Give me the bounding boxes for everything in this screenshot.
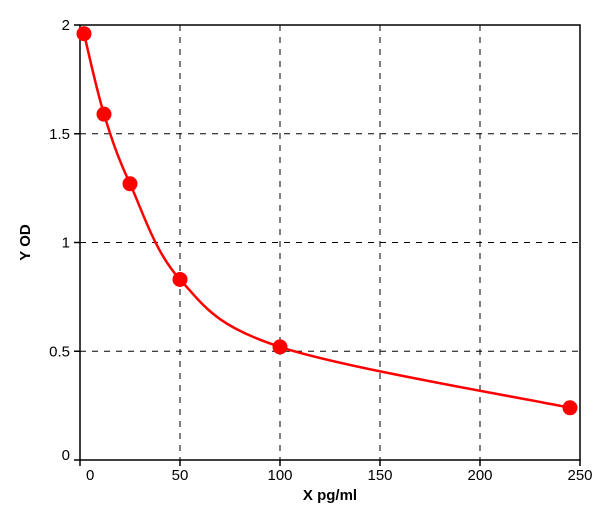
data-point [97, 107, 111, 121]
x-tick-label: 0 [86, 467, 94, 484]
chart-container: 0 50 100 150 200 250 0 0.5 1 1.5 2 X pg/ml Y OD [0, 0, 600, 516]
y-axis-label: Y OD [17, 224, 34, 261]
x-tick-label: 50 [172, 467, 189, 484]
data-point [77, 27, 91, 41]
x-tick-label: 150 [367, 467, 392, 484]
y-tick-label: 0.5 [49, 343, 70, 360]
data-point [173, 272, 187, 286]
y-tick-label: 2 [62, 17, 70, 34]
chart-background [0, 0, 600, 516]
x-tick-label: 200 [467, 467, 492, 484]
data-point [563, 401, 577, 415]
data-point [123, 177, 137, 191]
chart-svg: 0 50 100 150 200 250 0 0.5 1 1.5 2 X pg/ml Y OD [0, 0, 600, 516]
y-tick-label: 1 [62, 235, 70, 252]
y-tick-label: 0 [62, 447, 70, 464]
data-point [273, 340, 287, 354]
x-tick-label: 250 [567, 467, 592, 484]
x-tick-label: 100 [267, 467, 292, 484]
y-tick-label: 1.5 [49, 126, 70, 143]
x-axis-label: X pg/ml [303, 487, 357, 504]
